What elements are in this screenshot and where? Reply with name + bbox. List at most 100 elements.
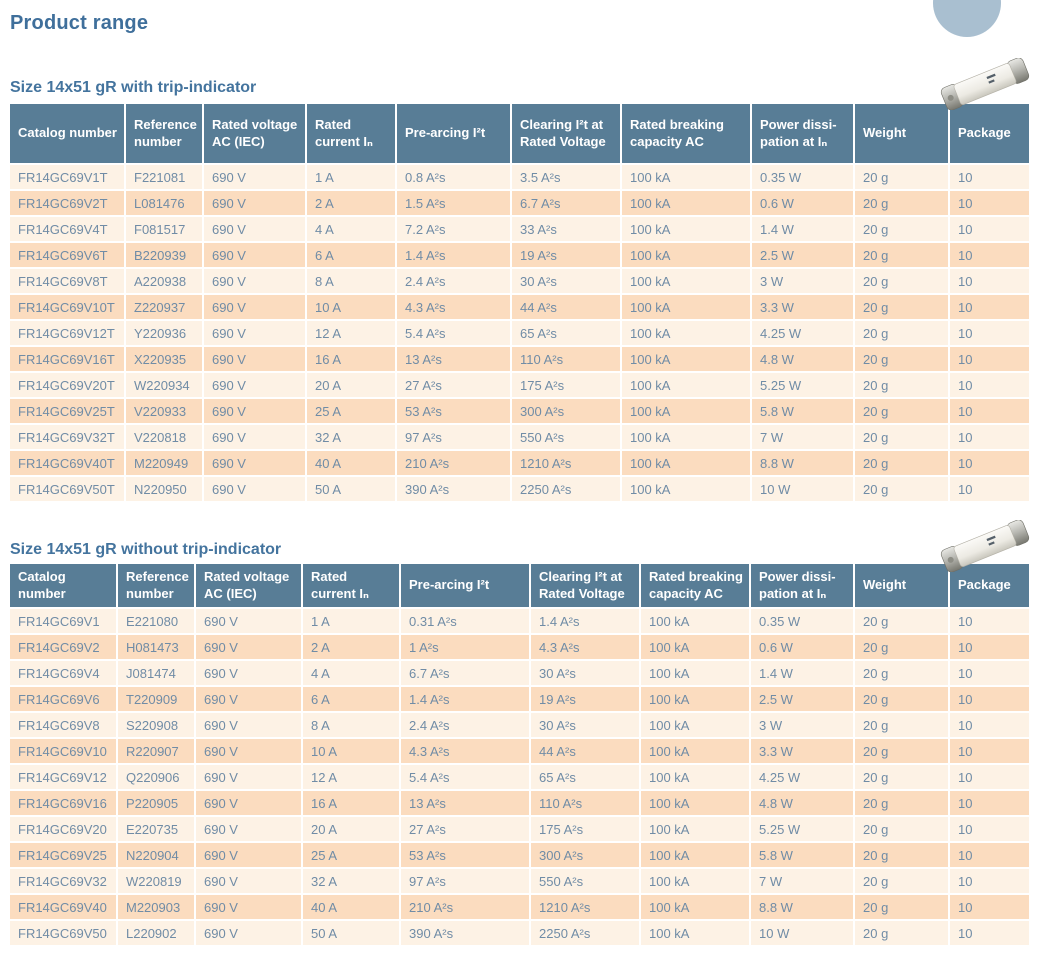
table-cell: 5.4 A²s xyxy=(396,320,512,347)
table-cell: 10 xyxy=(949,242,1029,269)
table-cell: 690 V xyxy=(195,868,303,895)
table-row: FR14GC69V10 R220907 690 V 10 A 4.3 A²s 44 A²s… xyxy=(10,738,1029,765)
table-cell: 100 kA xyxy=(621,294,752,321)
table-cell: 2250 A²s xyxy=(530,920,641,947)
table-cell: 19 A²s xyxy=(530,686,641,713)
table-cell: 690 V xyxy=(195,712,303,739)
table-cell: 4.25 W xyxy=(751,320,855,347)
column-header-10: Package xyxy=(949,564,1029,609)
table-cell: 10 xyxy=(949,712,1029,739)
table-cell: 10 xyxy=(949,894,1029,921)
table-cell: 20 g xyxy=(854,242,950,269)
table-cell: W220934 xyxy=(125,372,204,399)
table-cell: 27 A²s xyxy=(400,816,531,843)
table-cell: 30 A²s xyxy=(530,712,641,739)
table-cell: 20 g xyxy=(854,790,950,817)
table-cell: 7.2 A²s xyxy=(396,216,512,243)
table-cell: FR14GC69V20T xyxy=(10,372,126,399)
table-cell: 5.8 W xyxy=(751,398,855,425)
table-cell: 5.25 W xyxy=(750,816,855,843)
table-cell: 690 V xyxy=(195,816,303,843)
table-cell: 690 V xyxy=(195,738,303,765)
column-header-4: Rated current Iₙ xyxy=(306,104,397,165)
table-cell: 20 g xyxy=(854,476,950,503)
table-cell: FR14GC69V12T xyxy=(10,320,126,347)
table-cell: 4.8 W xyxy=(751,346,855,373)
table-cell: 19 A²s xyxy=(511,242,622,269)
table-cell: 65 A²s xyxy=(530,764,641,791)
table-cell: 2 A xyxy=(306,190,397,217)
table-row: FR14GC69V25 N220904 690 V 25 A 53 A²s 300 A²s… xyxy=(10,842,1029,869)
table-cell: 1.5 A²s xyxy=(396,190,512,217)
table-cell: Z220937 xyxy=(125,294,204,321)
column-header-3: Rated voltage AC (IEC) xyxy=(195,564,303,609)
table-cell: 7 W xyxy=(750,868,855,895)
table-cell: 20 A xyxy=(302,816,401,843)
table-cell: 20 g xyxy=(854,294,950,321)
table-cell: 10 xyxy=(949,294,1029,321)
table-cell: 390 A²s xyxy=(400,920,531,947)
table-cell: 210 A²s xyxy=(400,894,531,921)
table-cell: T220909 xyxy=(117,686,196,713)
section-title-without-trip-indicator: Size 14x51 gR without trip-indicator xyxy=(10,541,282,558)
table-cell: 20 g xyxy=(854,868,950,895)
table-cell: 690 V xyxy=(203,164,307,191)
table-cell: 300 A²s xyxy=(511,398,622,425)
table-cell: 13 A²s xyxy=(396,346,512,373)
table-cell: 690 V xyxy=(195,634,303,661)
table-cell: 100 kA xyxy=(640,764,751,791)
table-cell: 100 kA xyxy=(621,242,752,269)
table-cell: 690 V xyxy=(195,790,303,817)
table-row: FR14GC69V16T X220935 690 V 16 A 13 A²s 110 A²… xyxy=(10,346,1029,373)
table-row: FR14GC69V20T W220934 690 V 20 A 27 A²s 175 A²… xyxy=(10,372,1029,399)
table-cell: 10 xyxy=(949,608,1029,635)
table-cell: S220908 xyxy=(117,712,196,739)
table-cell: 690 V xyxy=(203,320,307,347)
table-row: FR14GC69V25T V220933 690 V 25 A 53 A²s 300 A²… xyxy=(10,398,1029,425)
table-cell: 10 xyxy=(949,660,1029,687)
table-cell: 110 A²s xyxy=(511,346,622,373)
table-cell: 3 W xyxy=(751,268,855,295)
table-cell: V220818 xyxy=(125,424,204,451)
table-cell: 6.7 A²s xyxy=(511,190,622,217)
column-header-9: Weight xyxy=(854,104,950,165)
table-cell: M220903 xyxy=(117,894,196,921)
table-cell: FR14GC69V8T xyxy=(10,268,126,295)
table-cell: F081517 xyxy=(125,216,204,243)
table-cell: 3.3 W xyxy=(751,294,855,321)
table-cell: 10 xyxy=(949,398,1029,425)
table-cell: 20 g xyxy=(854,738,950,765)
table-cell: 100 kA xyxy=(621,372,752,399)
table-cell: 16 A xyxy=(306,346,397,373)
table-cell: 10 xyxy=(949,738,1029,765)
table-cell: 0.31 A²s xyxy=(400,608,531,635)
table-cell: J081474 xyxy=(117,660,196,687)
table-cell: 10 A xyxy=(306,294,397,321)
table-cell: 10 xyxy=(949,634,1029,661)
table-cell: 50 A xyxy=(306,476,397,503)
table-cell: Y220936 xyxy=(125,320,204,347)
table-row: FR14GC69V50 L220902 690 V 50 A 390 A²s 2250 A… xyxy=(10,920,1029,947)
table-cell: 100 kA xyxy=(621,268,752,295)
table-cell: 20 g xyxy=(854,450,950,477)
table-cell: 1 A xyxy=(306,164,397,191)
table-cell: 2.4 A²s xyxy=(396,268,512,295)
table-cell: FR14GC69V1T xyxy=(10,164,126,191)
table-cell: 4 A xyxy=(302,660,401,687)
header-row: Catalog number Reference number Rated volt… xyxy=(10,104,1029,165)
table-cell: H081473 xyxy=(117,634,196,661)
table-cell: 20 g xyxy=(854,346,950,373)
table-cell: R220907 xyxy=(117,738,196,765)
table-cell: 4.3 A²s xyxy=(400,738,531,765)
table-cell: 10 xyxy=(949,164,1029,191)
table-cell: A220938 xyxy=(125,268,204,295)
table-cell: 10 xyxy=(949,320,1029,347)
table-cell: 27 A²s xyxy=(396,372,512,399)
column-header-8: Power dissi-pation at Iₙ xyxy=(750,564,855,609)
table-cell: M220949 xyxy=(125,450,204,477)
